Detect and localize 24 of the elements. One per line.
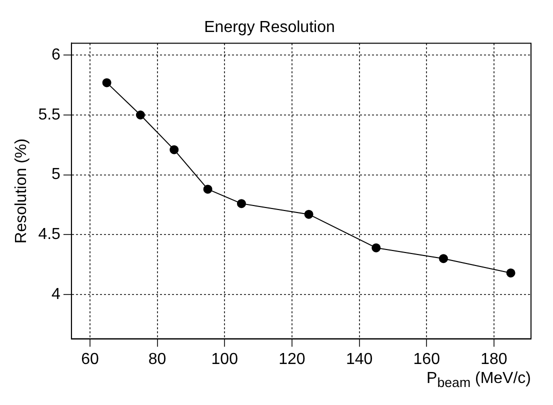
point — [236, 199, 246, 208]
x-tick-label: 100 — [211, 350, 238, 368]
point — [136, 110, 145, 120]
point — [438, 254, 448, 264]
point — [304, 210, 314, 219]
y-tick-label: 4.5 — [38, 226, 61, 244]
y-tick-label: 5.5 — [38, 106, 61, 124]
x-tick-label: 180 — [480, 350, 508, 368]
chart-title: Energy Resolution — [204, 19, 335, 36]
y-tick-label: 5 — [52, 166, 61, 184]
x-tick-label: 120 — [278, 350, 306, 368]
y-tick-label: 4 — [52, 286, 61, 303]
x-tick-label: 140 — [346, 350, 373, 368]
x-tick-label: 80 — [148, 350, 166, 368]
x-tick-label: 160 — [413, 350, 440, 368]
y-axis-title: Resolution (%) — [13, 138, 30, 244]
point — [102, 78, 112, 88]
point — [170, 145, 179, 154]
point — [372, 243, 381, 252]
x-axis-title: P$_{beam}$ (MeV/c) — [426, 370, 531, 390]
point — [506, 268, 516, 278]
x-tick-label: 60 — [81, 350, 99, 368]
point — [203, 184, 212, 194]
y-tick-label: 6 — [52, 46, 61, 64]
